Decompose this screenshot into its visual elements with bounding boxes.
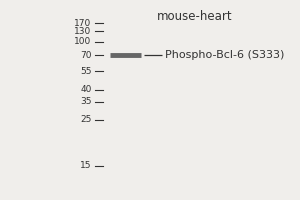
Text: 25: 25 xyxy=(80,116,92,124)
Text: 35: 35 xyxy=(80,98,92,106)
Text: 40: 40 xyxy=(80,85,92,94)
Text: Phospho-Bcl-6 (S333): Phospho-Bcl-6 (S333) xyxy=(165,50,284,60)
Text: 170: 170 xyxy=(74,19,92,27)
Text: 15: 15 xyxy=(80,162,92,170)
Text: 130: 130 xyxy=(74,26,92,36)
Text: 55: 55 xyxy=(80,66,92,75)
Text: 100: 100 xyxy=(74,38,92,46)
Text: mouse-heart: mouse-heart xyxy=(157,10,233,23)
Text: 70: 70 xyxy=(80,50,92,60)
